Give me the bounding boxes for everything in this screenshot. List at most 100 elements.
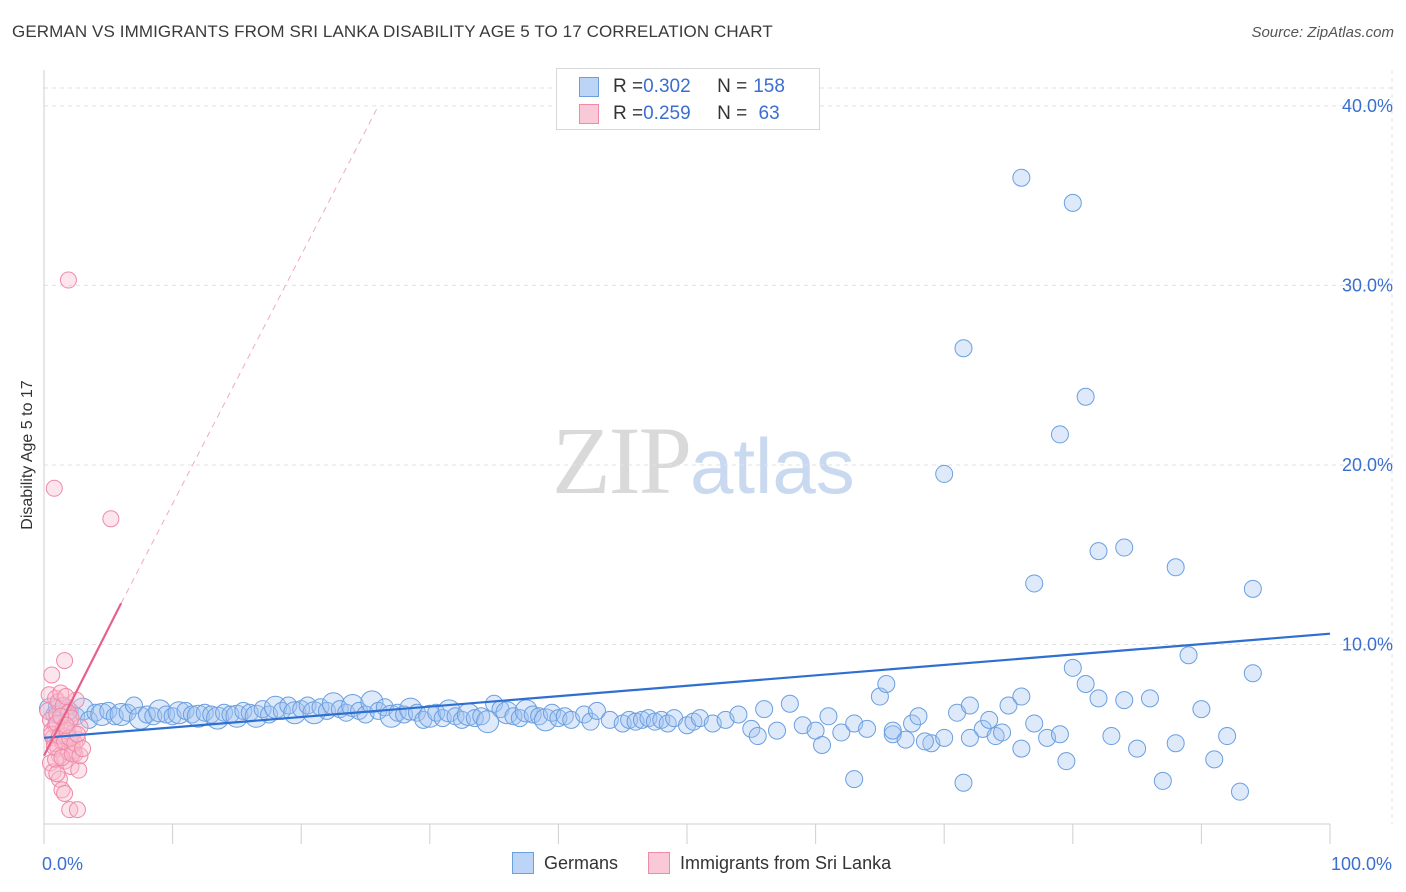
germans-point: [1076, 674, 1095, 693]
tick-labels: 10.0% 20.0% 30.0% 40.0% 0.0% 100.0%: [42, 96, 1393, 874]
r-label: R =: [613, 103, 644, 124]
germans-point: [915, 732, 934, 751]
germans-point: [1057, 752, 1076, 771]
srilanka-point: [53, 749, 71, 767]
germans-point: [909, 707, 928, 726]
germans-point: [495, 701, 519, 725]
germans-point: [1218, 727, 1237, 746]
y-tick-label: 40.0%: [1342, 96, 1393, 116]
germans-point: [581, 712, 600, 731]
srilanka-point: [56, 784, 74, 802]
germans-point: [1140, 689, 1159, 708]
germans-point: [960, 696, 979, 715]
srilanka-point: [74, 740, 92, 758]
srilanka-point: [56, 652, 74, 670]
srilanka-point: [68, 801, 86, 819]
y-tick-label: 30.0%: [1342, 275, 1393, 295]
germans-point: [1205, 750, 1224, 769]
germans-point: [877, 674, 896, 693]
germans-point: [1063, 193, 1082, 212]
legend-label-srilanka: Immigrants from Sri Lanka: [680, 852, 892, 873]
germans-point: [993, 723, 1012, 742]
germans-point: [1025, 574, 1044, 593]
watermark: ZIPatlas: [552, 405, 855, 516]
x-tick-label: 100.0%: [1331, 854, 1392, 874]
germans-point: [780, 694, 799, 713]
n-label: N =: [717, 103, 748, 124]
germans-point: [1128, 739, 1147, 758]
legend-item-srilanka: Immigrants from Sri Lanka: [648, 852, 891, 874]
germans-swatch: [579, 77, 599, 97]
germans-point: [118, 703, 137, 722]
srilanka-swatch: [579, 104, 599, 124]
source-label: Source: ZipAtlas.com: [1251, 24, 1394, 41]
germans-point: [1115, 538, 1134, 557]
series-legend: Germans Immigrants from Sri Lanka: [512, 852, 921, 874]
germans-point: [755, 700, 774, 719]
germans-point: [587, 701, 606, 720]
germans-trendline: [43, 632, 1331, 739]
srilanka-point: [45, 479, 63, 497]
legend-row-srilanka: R = 0.259 N = 63: [579, 102, 780, 126]
n-label: N =: [717, 76, 748, 97]
germans-point: [1192, 700, 1211, 719]
germans-point: [1012, 739, 1031, 758]
germans-point: [729, 705, 748, 724]
germans-point: [954, 339, 973, 358]
germans-point: [1050, 725, 1069, 744]
germans-point: [896, 730, 915, 749]
germans-point: [954, 773, 973, 792]
watermark-zip: ZIP: [552, 407, 692, 514]
y-tick-label: 10.0%: [1342, 634, 1393, 654]
trend-lines: [43, 105, 1331, 757]
srilanka-trendline-extension: [120, 105, 379, 604]
n-value: 158: [753, 76, 785, 97]
legend-label-germans: Germans: [544, 852, 619, 873]
germans-point: [514, 699, 538, 723]
legend-item-germans: Germans: [512, 852, 618, 874]
germans-point: [960, 728, 979, 747]
germans-point: [504, 707, 523, 726]
germans-point: [1102, 727, 1121, 746]
germans-point: [1243, 579, 1262, 598]
germans-point: [620, 710, 639, 729]
germans-point: [80, 710, 99, 729]
germans-point: [523, 705, 542, 724]
germans-point: [1050, 425, 1069, 444]
germans-point: [980, 710, 999, 729]
r-label: R =: [613, 76, 644, 97]
germans-point: [1025, 714, 1044, 733]
r-value: 0.259: [643, 103, 691, 124]
chart-title: GERMAN VS IMMIGRANTS FROM SRI LANKA DISA…: [12, 22, 773, 41]
germans-point: [1012, 168, 1031, 187]
germans-point: [1230, 782, 1249, 801]
germans-point: [1089, 542, 1108, 561]
n-value: 63: [753, 103, 780, 124]
germans-point: [1089, 689, 1108, 708]
germans-point: [858, 719, 877, 738]
germans-point: [465, 709, 484, 728]
srilanka-point: [70, 761, 88, 779]
correlation-legend: R = 0.302 N = 158 R = 0.259 N = 63: [556, 68, 820, 130]
germans-point: [1179, 646, 1198, 665]
germans-points: [38, 168, 1262, 801]
germans-point: [883, 721, 902, 740]
germans-point: [137, 705, 156, 724]
germans-point: [125, 696, 144, 715]
germans-point: [832, 723, 851, 742]
germans-legend-swatch: [512, 852, 534, 874]
germans-point: [845, 770, 864, 789]
r-value: 0.302: [643, 76, 691, 97]
germans-point: [1243, 664, 1262, 683]
germans-point: [1063, 658, 1082, 677]
srilanka-point: [47, 750, 65, 768]
germans-point: [935, 728, 954, 747]
srilanka-legend-swatch: [648, 852, 671, 874]
germans-point: [742, 719, 761, 738]
germans-point: [360, 690, 384, 714]
germans-point: [1076, 387, 1095, 406]
srilanka-point: [59, 271, 77, 289]
srilanka-point: [102, 510, 120, 528]
germans-point: [476, 710, 500, 734]
germans-point: [768, 721, 787, 740]
